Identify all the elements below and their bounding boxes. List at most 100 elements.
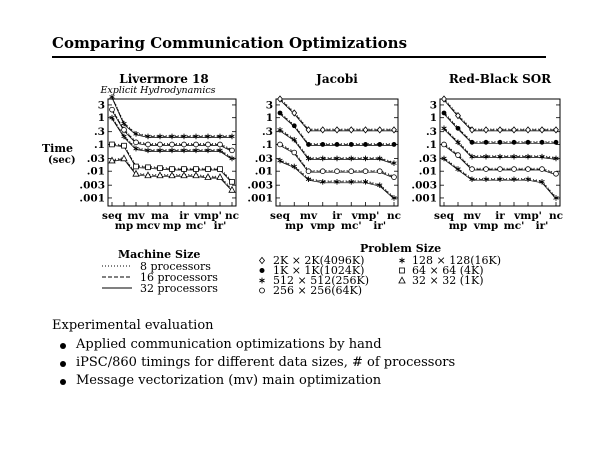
chart-title: Red-Black SOR (449, 72, 552, 86)
marker-circle (348, 168, 355, 174)
y-axis-label-line2: (sec) (48, 155, 76, 166)
marker-circle (229, 147, 235, 154)
marker-asterisk (553, 155, 559, 162)
marker-asterisk (362, 155, 369, 162)
marker-circle (334, 168, 340, 174)
marker-asterisk-stroke (377, 156, 383, 161)
bullets-block: Experimental evaluation Applied communic… (52, 318, 455, 391)
marker-diamond (469, 126, 475, 134)
marker-filled-circle (483, 139, 489, 145)
marker-asterisk (291, 163, 297, 170)
marker-filled-circle (291, 123, 297, 129)
legend-problem-entry: 512 × 512(256K) (259, 274, 369, 287)
marker-asterisk-stroke (305, 156, 312, 161)
marker-triangle (144, 171, 152, 179)
marker-filled-circle (455, 125, 461, 131)
marker-asterisk (511, 153, 517, 160)
marker-asterisk (169, 133, 175, 140)
marker-asterisk-stroke (399, 258, 405, 263)
marker-circle (145, 141, 151, 148)
x-tick-label: mv (463, 210, 481, 222)
marker-filled-circle (277, 110, 283, 116)
legend-machine-label: 16 processors (140, 271, 218, 284)
marker-asterisk-stroke (455, 167, 461, 171)
marker-diamond (391, 126, 397, 134)
marker-asterisk (181, 147, 187, 154)
data-series (277, 157, 397, 201)
marker-diamond (553, 126, 559, 134)
marker-diamond (334, 126, 340, 134)
marker-asterisk-stroke (205, 134, 211, 139)
marker-asterisk-stroke (277, 158, 283, 163)
x-tick-label: seq (434, 210, 455, 222)
bullet-item: Message vectorization (mv) main optimiza… (60, 373, 455, 388)
marker-asterisk (205, 133, 211, 140)
marker-diamond (258, 256, 266, 265)
marker-square (229, 179, 235, 185)
marker-triangle (132, 169, 140, 177)
title-rule (52, 56, 546, 58)
x-tick-label: ir (179, 210, 189, 222)
marker-asterisk (259, 277, 265, 284)
marker-asterisk-stroke (441, 156, 447, 161)
marker-asterisk (483, 153, 489, 160)
bullet-text: iPSC/860 timings for different data size… (76, 355, 456, 370)
series-line (111, 109, 233, 151)
marker-asterisk-stroke (362, 180, 369, 184)
legend-problem-label: 256 × 256(64K) (273, 284, 362, 297)
y-tick-label: 3 (98, 99, 105, 111)
x-tick-label: nc (387, 210, 401, 222)
legend-machine-entry: 16 processors (102, 271, 218, 284)
marker-triangle (120, 154, 128, 162)
marker-circle (291, 149, 298, 156)
marker-asterisk (217, 133, 223, 140)
y-tick-label: 1 (430, 112, 437, 124)
marker-asterisk-stroke (121, 121, 127, 126)
marker-asterisk-stroke (377, 183, 383, 187)
marker-circle (157, 141, 163, 148)
x-tick-label: mv (127, 210, 145, 222)
series-line (443, 144, 557, 175)
marker-asterisk-stroke (497, 154, 503, 159)
marker-asterisk-stroke (348, 180, 354, 184)
data-series (441, 110, 559, 145)
y-tick-label: .01 (419, 166, 437, 178)
marker-asterisk-stroke (217, 148, 223, 153)
legend-problem-entry: 1K × 1K(1024K) (259, 264, 364, 277)
x-tick-label: ir (332, 210, 342, 222)
marker-asterisk (469, 176, 475, 183)
marker-diamond (511, 126, 517, 134)
marker-asterisk-stroke (334, 156, 340, 161)
data-series (277, 95, 397, 134)
series-line (111, 97, 232, 138)
y-tick-label: .003 (247, 180, 273, 192)
x-tick-label: mc' (341, 220, 362, 232)
bullet-text: Applied communication optimizations by h… (76, 337, 382, 352)
marker-asterisk (205, 147, 211, 154)
marker-asterisk-stroke (205, 148, 211, 153)
marker-asterisk-stroke (181, 148, 187, 153)
marker-asterisk (109, 114, 115, 121)
marker-circle (469, 166, 475, 172)
chart-panel: Red-Black SOR 31 .3.1 .03.01 .003.001 seq mv ir… (411, 72, 563, 232)
marker-triangle (192, 171, 200, 179)
marker-diamond (497, 126, 503, 134)
marker-asterisk-stroke (157, 148, 163, 153)
marker-circle (121, 127, 127, 133)
series-line (279, 112, 394, 145)
marker-asterisk (525, 153, 531, 160)
marker-asterisk (553, 195, 559, 201)
series-line (443, 98, 556, 131)
marker-asterisk (483, 176, 489, 183)
data-series (109, 106, 235, 154)
x-tick-label: mv (300, 210, 318, 222)
marker-filled-circle (469, 139, 475, 145)
marker-asterisk (441, 125, 447, 132)
marker-asterisk-stroke (217, 134, 223, 139)
marker-diamond (348, 126, 355, 134)
marker-circle (525, 166, 531, 172)
marker-asterisk-stroke (497, 177, 503, 182)
marker-asterisk (277, 127, 283, 133)
marker-filled-circle (348, 142, 354, 147)
marker-asterisk (469, 153, 475, 160)
